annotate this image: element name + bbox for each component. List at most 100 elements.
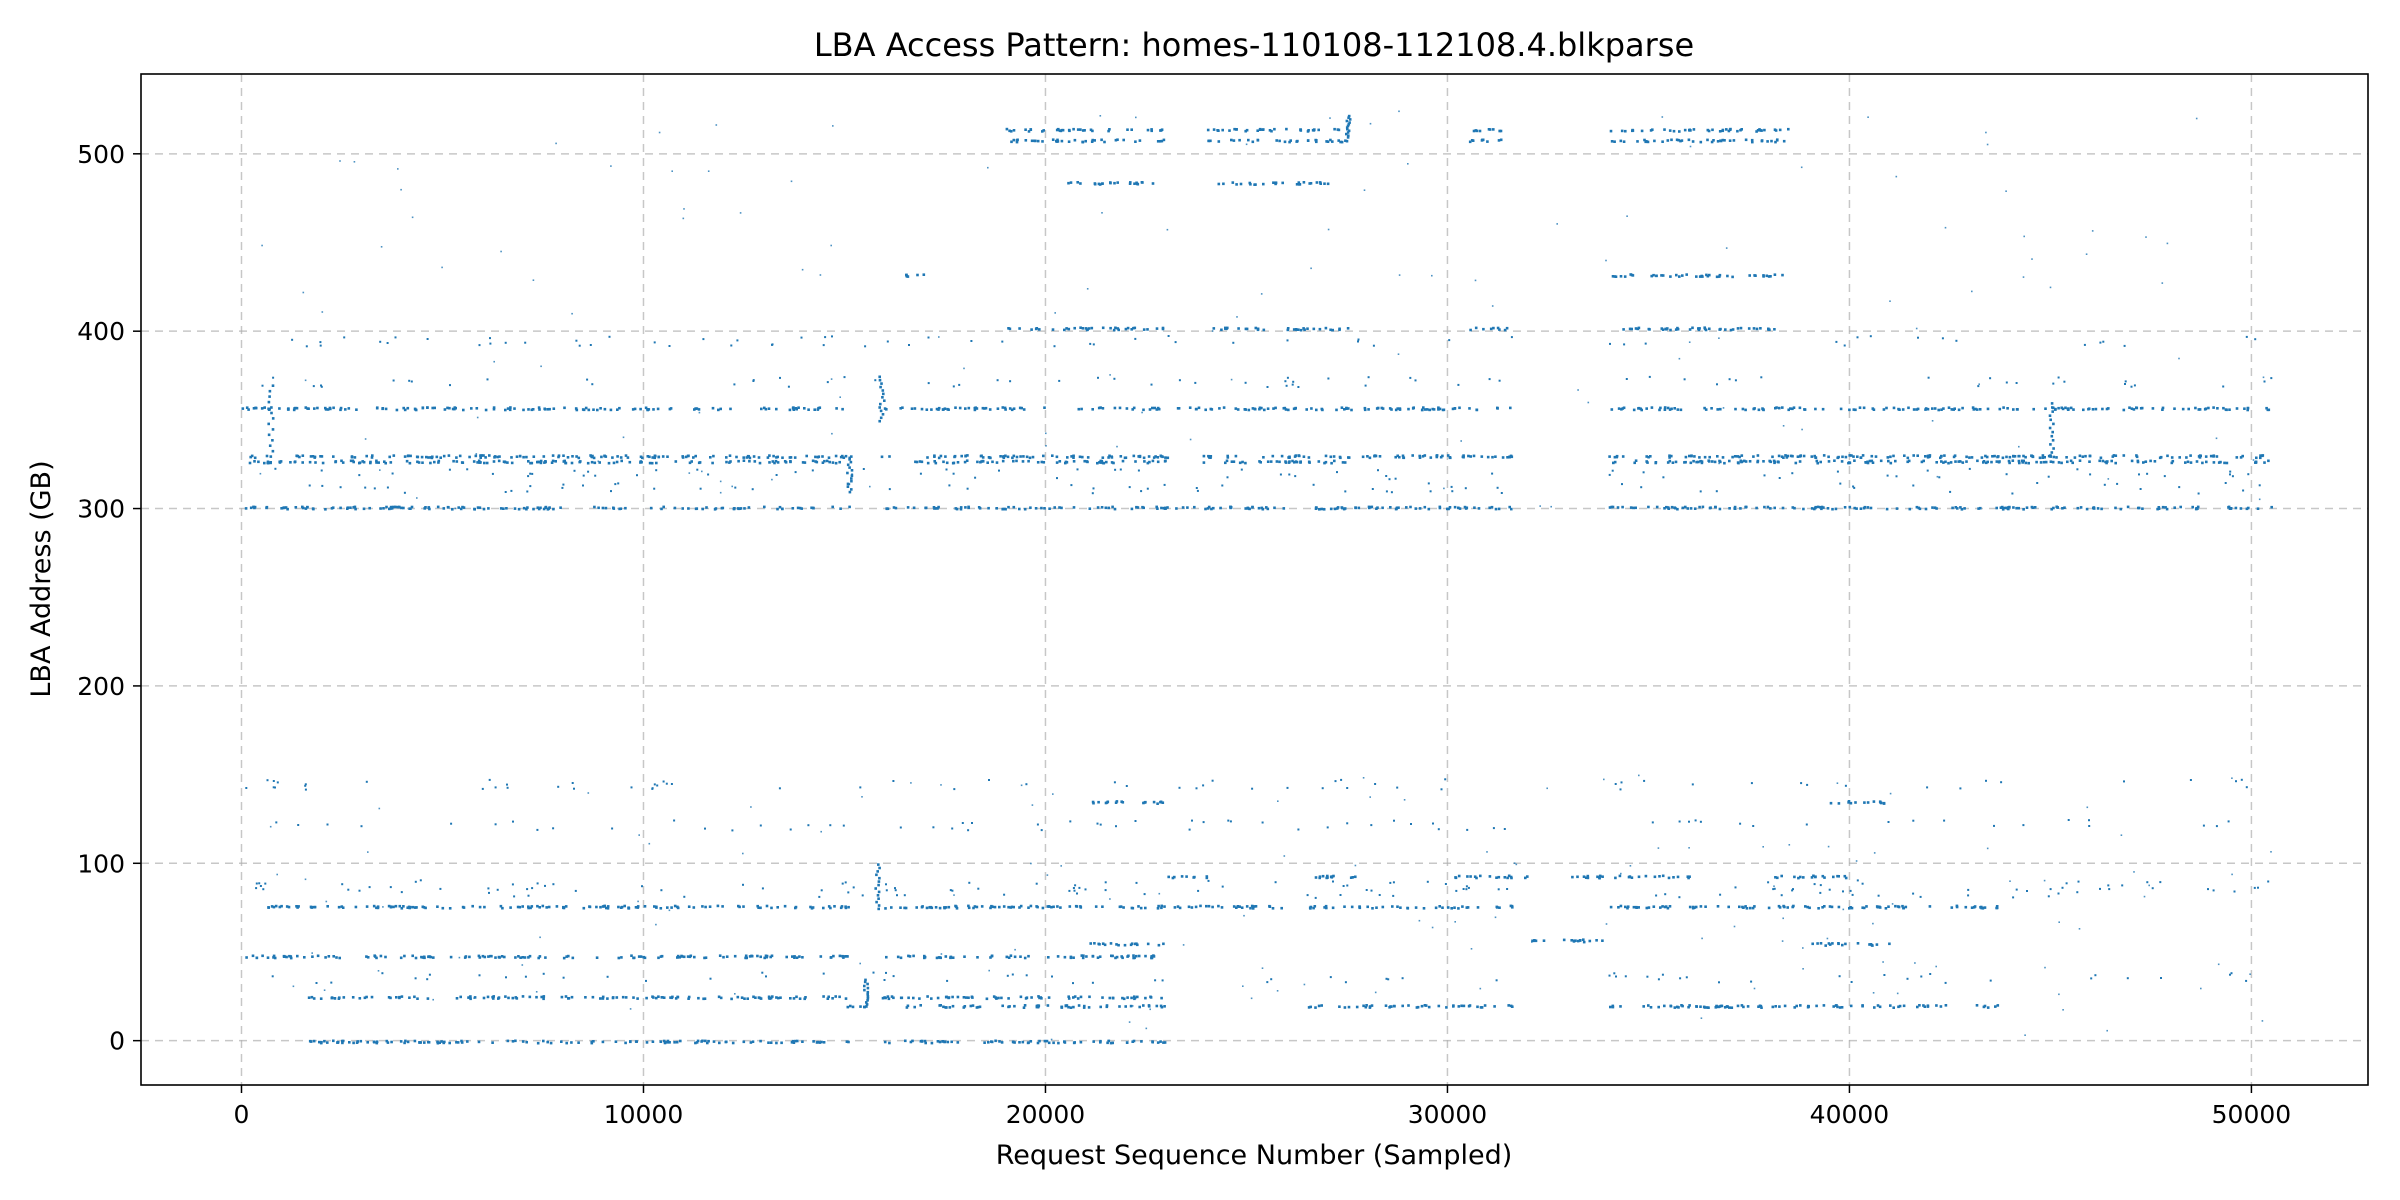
data-point — [1385, 490, 1388, 493]
data-point — [1873, 852, 1876, 854]
data-point — [1116, 138, 1119, 141]
data-point — [562, 976, 565, 979]
data-point — [827, 456, 831, 459]
data-point — [1442, 408, 1446, 412]
data-point — [1734, 379, 1737, 382]
data-point — [1658, 408, 1661, 412]
data-point — [1063, 1040, 1066, 1043]
data-point — [1975, 408, 1979, 411]
data-point — [883, 399, 886, 402]
data-point — [1450, 485, 1453, 488]
data-point — [1146, 461, 1150, 465]
data-point — [740, 996, 744, 999]
data-point — [1729, 328, 1733, 332]
data-point — [2186, 460, 2190, 464]
data-point — [560, 1040, 563, 1043]
data-point — [1838, 975, 1841, 978]
data-point — [1340, 506, 1344, 509]
data-point — [1492, 128, 1495, 131]
data-point — [973, 905, 977, 908]
data-point — [742, 905, 745, 908]
data-point — [1427, 507, 1431, 511]
data-point — [1687, 876, 1690, 880]
data-point — [510, 489, 513, 492]
data-point — [311, 955, 314, 958]
data-point — [1468, 1004, 1472, 1007]
data-point — [2179, 505, 2182, 509]
data-point — [1251, 140, 1255, 144]
data-point — [2140, 406, 2144, 410]
data-point — [2088, 825, 2091, 827]
data-point — [391, 472, 394, 475]
data-point — [1357, 338, 1360, 341]
data-point — [907, 954, 910, 958]
data-point — [733, 383, 736, 386]
data-point — [1645, 140, 1648, 143]
data-point — [1244, 461, 1247, 465]
data-point — [1688, 454, 1691, 458]
data-point — [1814, 456, 1817, 459]
data-point — [1699, 459, 1702, 463]
data-point — [1744, 138, 1748, 142]
data-point — [792, 997, 796, 1000]
data-point — [1624, 975, 1627, 978]
data-point — [1125, 785, 1128, 787]
data-point — [996, 407, 1000, 410]
data-point — [721, 905, 724, 908]
data-point — [652, 408, 655, 411]
data-point — [574, 889, 577, 892]
data-point — [1658, 875, 1661, 878]
data-point — [1023, 1004, 1027, 1007]
data-point — [1611, 469, 1614, 472]
data-point — [1012, 129, 1016, 132]
data-point — [244, 507, 248, 510]
data-point — [1586, 876, 1590, 880]
data-point — [1886, 474, 1889, 477]
data-point — [899, 826, 902, 829]
data-point — [435, 455, 439, 459]
data-point — [1486, 455, 1490, 459]
data-point — [409, 454, 412, 458]
data-point — [1188, 828, 1191, 831]
data-point — [522, 455, 525, 459]
data-point — [590, 460, 594, 464]
data-point — [424, 906, 427, 910]
data-point — [701, 1039, 704, 1043]
data-point — [936, 996, 940, 1000]
data-point — [875, 873, 878, 877]
data-point — [1782, 139, 1786, 143]
data-point — [1614, 876, 1617, 880]
data-point — [2185, 456, 2188, 459]
data-point — [1218, 407, 1221, 410]
data-point — [1240, 468, 1243, 471]
data-point — [521, 905, 524, 908]
data-point — [1663, 507, 1666, 510]
data-point — [934, 906, 938, 909]
data-point — [504, 491, 507, 493]
data-point — [531, 887, 534, 890]
data-point — [2124, 383, 2126, 385]
data-point — [1855, 507, 1858, 510]
data-point — [1608, 455, 1611, 458]
data-point — [1870, 454, 1874, 458]
data-point — [655, 469, 658, 472]
data-point — [885, 889, 888, 892]
data-point — [1750, 980, 1753, 983]
data-point — [1133, 182, 1136, 185]
data-point — [1995, 460, 1999, 463]
data-point — [1411, 407, 1415, 410]
data-point — [487, 955, 490, 958]
data-point — [590, 455, 594, 459]
data-point — [1503, 328, 1507, 332]
data-point — [1933, 506, 1937, 509]
data-point — [951, 995, 954, 999]
data-point — [1800, 782, 1803, 785]
data-point — [1015, 455, 1019, 459]
data-point — [1912, 892, 1915, 895]
data-point — [1040, 460, 1044, 464]
data-point — [1137, 469, 1140, 472]
data-point — [822, 906, 825, 910]
data-point — [825, 459, 829, 463]
data-point — [1609, 129, 1613, 133]
data-point — [974, 406, 977, 409]
